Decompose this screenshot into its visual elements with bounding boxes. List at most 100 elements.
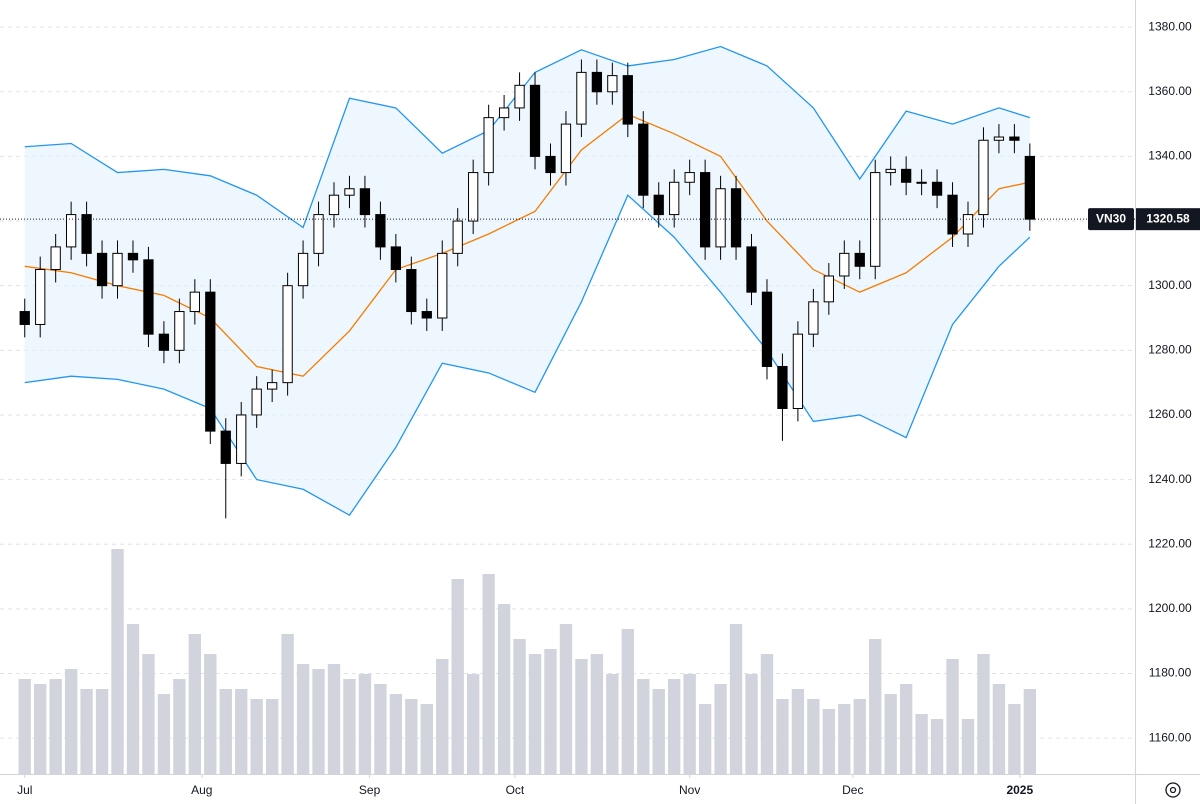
band-fill bbox=[24, 46, 1030, 516]
candle-body bbox=[143, 259, 154, 335]
volume-bar bbox=[946, 659, 959, 774]
volume-bar bbox=[451, 579, 464, 774]
candle-body bbox=[854, 252, 865, 267]
y-tick-label: 1180.00 bbox=[1149, 666, 1192, 680]
volume-bar bbox=[853, 699, 866, 774]
candle-body bbox=[777, 365, 788, 409]
volume-bar bbox=[683, 674, 696, 774]
candle-body bbox=[50, 246, 61, 271]
volume-bar bbox=[822, 709, 836, 774]
candle-body bbox=[81, 214, 92, 254]
candle-body bbox=[699, 172, 711, 248]
candle-body bbox=[761, 291, 773, 367]
settings-icon[interactable] bbox=[1165, 782, 1181, 798]
symbol-tag bbox=[1088, 208, 1134, 231]
candle-body bbox=[978, 139, 989, 216]
candle-body bbox=[901, 168, 912, 183]
volume-bar bbox=[358, 674, 372, 774]
symbol-label: VN30 bbox=[1096, 211, 1126, 225]
volume-bar bbox=[930, 719, 944, 774]
volume-bar bbox=[575, 659, 588, 774]
candle-body bbox=[421, 311, 432, 319]
volume-bar bbox=[204, 654, 217, 774]
candle-body bbox=[792, 333, 804, 409]
x-tick-label: Dec bbox=[842, 783, 863, 797]
volume-bar bbox=[34, 684, 47, 774]
volume-bar bbox=[513, 639, 526, 774]
candle-body bbox=[344, 188, 355, 196]
volume-bar bbox=[590, 654, 604, 774]
volume-bar bbox=[745, 674, 758, 774]
y-tick-label: 1300.00 bbox=[1148, 278, 1192, 292]
candle-body bbox=[96, 252, 108, 287]
volume-bar bbox=[157, 694, 171, 774]
x-tick-label: Jul bbox=[17, 783, 32, 797]
volume-bar bbox=[961, 719, 975, 774]
y-tick-label: 1160.00 bbox=[1149, 730, 1192, 744]
bollinger-band-line bbox=[24, 45, 1031, 229]
candle-body bbox=[823, 275, 834, 303]
candle-body bbox=[313, 214, 324, 254]
volume-bar bbox=[219, 689, 232, 774]
price-label: 1320.58 bbox=[1146, 211, 1190, 225]
price-tag bbox=[1136, 208, 1200, 231]
volume-bar bbox=[18, 679, 31, 774]
candle-body bbox=[452, 220, 463, 254]
candle-body bbox=[529, 84, 541, 157]
candle-body bbox=[282, 285, 293, 384]
volume-bar bbox=[760, 654, 774, 774]
volume-bar bbox=[869, 639, 882, 774]
volume-bar bbox=[637, 679, 650, 774]
y-tick-label: 1380.00 bbox=[1148, 19, 1192, 33]
candle-body bbox=[993, 136, 1005, 141]
volume-bar bbox=[528, 654, 542, 774]
candle-body bbox=[730, 188, 742, 248]
volume-bar bbox=[250, 699, 263, 774]
candle-body bbox=[297, 252, 309, 287]
candle-body bbox=[808, 301, 819, 335]
candle-body bbox=[112, 252, 123, 287]
volume-bar bbox=[559, 624, 573, 774]
candle-body bbox=[653, 194, 664, 216]
candle-body bbox=[267, 382, 278, 390]
candle-body bbox=[931, 181, 943, 196]
x-tick-label: Nov bbox=[679, 783, 700, 797]
candle-body bbox=[947, 194, 958, 235]
y-tick-label: 1280.00 bbox=[1148, 342, 1192, 356]
volume-bar bbox=[915, 714, 928, 774]
volume-bar bbox=[173, 679, 186, 774]
volume-bar bbox=[235, 689, 248, 774]
candle-body bbox=[359, 188, 371, 216]
volume-bar bbox=[389, 694, 403, 774]
x-tick-label: Sep bbox=[359, 783, 381, 797]
volume-bar bbox=[497, 604, 511, 774]
candle-body bbox=[607, 75, 618, 93]
volume-bar bbox=[482, 574, 495, 774]
candle-body bbox=[576, 71, 587, 125]
volume-bar bbox=[312, 669, 325, 774]
plot-area bbox=[0, 26, 1135, 774]
y-tick-label: 1220.00 bbox=[1148, 536, 1192, 550]
volume-bar bbox=[884, 694, 897, 774]
volume-bar bbox=[668, 679, 681, 774]
volume-bar bbox=[776, 699, 789, 774]
settings-button[interactable] bbox=[1165, 782, 1181, 798]
volume-bar bbox=[807, 699, 820, 774]
candle-body bbox=[236, 414, 247, 464]
volume-bar bbox=[621, 629, 634, 774]
candle-body bbox=[437, 252, 448, 319]
volume-bar bbox=[838, 704, 851, 774]
volume-bar bbox=[80, 689, 93, 774]
candle-body bbox=[375, 214, 386, 248]
volume-bar bbox=[791, 689, 805, 774]
y-tick-label: 1340.00 bbox=[1148, 149, 1192, 163]
x-tick-label: Aug bbox=[191, 783, 212, 797]
volume-bar bbox=[188, 634, 202, 774]
volume-bar bbox=[698, 704, 712, 774]
candle-body bbox=[127, 252, 139, 261]
candle-body bbox=[158, 333, 170, 351]
volume-bar bbox=[652, 689, 665, 774]
y-tick-label: 1360.00 bbox=[1148, 84, 1192, 98]
candle-body bbox=[328, 194, 340, 216]
